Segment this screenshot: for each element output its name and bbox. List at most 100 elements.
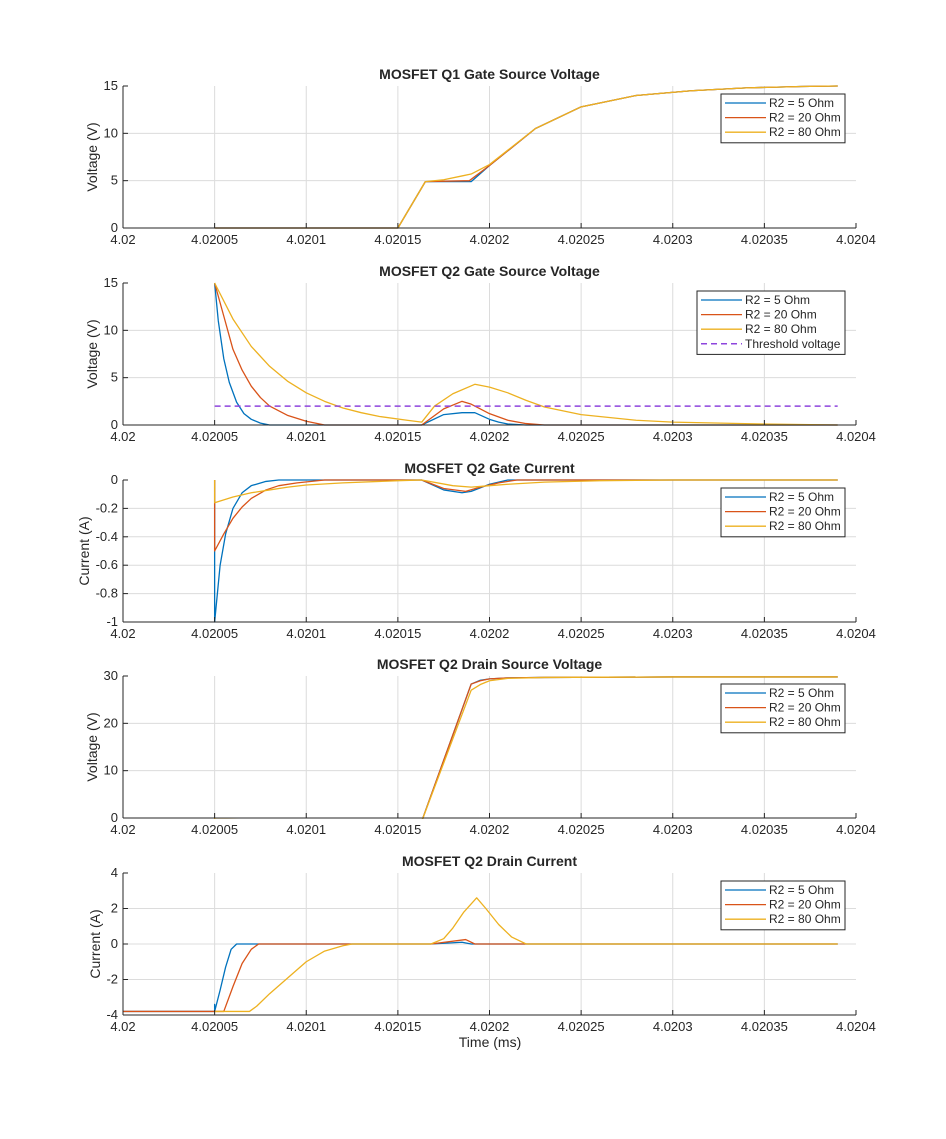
legend-entry: R2 = 20 Ohm [769, 898, 841, 912]
series-group [213, 676, 838, 819]
legend-entry: R2 = 20 Ohm [745, 308, 817, 322]
x-tick-label: 4.0202 [470, 429, 510, 444]
x-tick-label: 4.0203 [653, 626, 693, 641]
chart-title: MOSFET Q2 Gate Source Voltage [379, 263, 600, 279]
y-axis-label: Current (A) [76, 516, 92, 585]
legend-entry: R2 = 80 Ohm [769, 912, 841, 926]
y-tick-label: -0.6 [96, 557, 118, 572]
y-tick-label: 0 [111, 810, 118, 825]
series-line-3 [213, 676, 838, 819]
y-tick-label: -0.8 [96, 586, 118, 601]
y-axis-label: Voltage (V) [84, 319, 100, 388]
legend-entry: R2 = 5 Ohm [745, 293, 810, 307]
legend-box [720, 880, 846, 931]
x-tick-label: 4.0201 [286, 232, 326, 247]
series-line-2 [123, 938, 838, 1013]
x-tick-label: 4.02025 [558, 1019, 605, 1034]
y-tick-label: -0.4 [96, 529, 118, 544]
series-line-3 [214, 897, 838, 1013]
legend-entry: R2 = 20 Ohm [769, 701, 841, 715]
x-tick-label: 4.02025 [558, 626, 605, 641]
y-tick-label: -1 [106, 614, 118, 629]
series-group [214, 85, 838, 229]
x-tick-label: 4.02035 [741, 626, 788, 641]
series-group [123, 897, 838, 1013]
x-tick-label: 4.0201 [286, 1019, 326, 1034]
x-tick-label: 4.02005 [191, 626, 238, 641]
x-tick-label: 4.02 [110, 1019, 135, 1034]
x-tick-label: 4.0202 [470, 822, 510, 837]
x-tick-label: 4.02 [110, 626, 135, 641]
y-tick-label: -4 [106, 1007, 118, 1022]
chart-title: MOSFET Q1 Gate Source Voltage [379, 66, 600, 82]
subplot-2: 4.02 4.02005 4.0201 4.02015 4.0202 4.02025 4.0… [84, 263, 876, 444]
y-tick-label: 15 [104, 275, 118, 290]
y-tick-label: 4 [111, 865, 118, 880]
legend-entry: R2 = 80 Ohm [769, 519, 841, 533]
x-tick-label: 4.0204 [836, 429, 876, 444]
x-tick-label: 4.0201 [286, 429, 326, 444]
legend-entry: R2 = 20 Ohm [769, 505, 841, 519]
y-tick-label: 15 [104, 78, 118, 93]
x-tick-label: 4.02005 [191, 1019, 238, 1034]
y-tick-label: 0 [111, 220, 118, 235]
y-tick-label: 5 [111, 173, 118, 188]
y-tick-label: 20 [104, 715, 118, 730]
series-line-3 [214, 282, 838, 426]
chart-title: MOSFET Q2 Drain Current [402, 853, 577, 869]
x-tick-label: 4.0201 [286, 626, 326, 641]
legend-entry: R2 = 5 Ohm [769, 490, 834, 504]
x-tick-label: 4.02025 [558, 822, 605, 837]
x-tick-label: 4.02015 [374, 429, 421, 444]
legend-box [720, 683, 846, 734]
x-tick-label: 4.0204 [836, 232, 876, 247]
y-axis-label: Voltage (V) [84, 712, 100, 781]
legend-box [720, 487, 846, 538]
x-tick-label: 4.02035 [741, 232, 788, 247]
x-tick-label: 4.02035 [741, 1019, 788, 1034]
x-tick-label: 4.02015 [374, 232, 421, 247]
legend-entry: R2 = 5 Ohm [769, 96, 834, 110]
legend-entry: R2 = 5 Ohm [769, 883, 834, 897]
x-tick-label: 4.0204 [836, 626, 876, 641]
x-tick-label: 4.02015 [374, 1019, 421, 1034]
y-tick-label: 10 [104, 322, 118, 337]
x-tick-label: 4.02035 [741, 822, 788, 837]
series-line-3 [213, 479, 838, 504]
y-axis-label: Current (A) [87, 909, 103, 978]
y-tick-label: 10 [104, 763, 118, 778]
x-tick-label: 4.02 [110, 822, 135, 837]
legend-entry: R2 = 80 Ohm [769, 715, 841, 729]
x-axis-label: Time (ms) [459, 1034, 521, 1050]
x-tick-label: 4.0203 [653, 822, 693, 837]
x-tick-label: 4.02005 [191, 822, 238, 837]
legend-entry: Threshold voltage [745, 337, 841, 351]
series-line-3 [214, 85, 838, 229]
x-tick-label: 4.0203 [653, 429, 693, 444]
x-tick-label: 4.0204 [836, 1019, 876, 1034]
legend-entry: R2 = 80 Ohm [745, 322, 817, 336]
subplot-1: 4.02 4.02005 4.0201 4.02015 4.0202 4.02025 4.0… [84, 66, 876, 247]
y-tick-label: 2 [111, 901, 118, 916]
x-tick-label: 4.0203 [653, 1019, 693, 1034]
x-tick-label: 4.02025 [558, 232, 605, 247]
legend-entry: R2 = 5 Ohm [769, 686, 834, 700]
x-tick-label: 4.02 [110, 232, 135, 247]
x-tick-label: 4.02005 [191, 429, 238, 444]
x-tick-label: 4.0203 [653, 232, 693, 247]
x-tick-label: 4.0201 [286, 822, 326, 837]
y-axis-label: Voltage (V) [84, 122, 100, 191]
x-tick-label: 4.0204 [836, 822, 876, 837]
x-tick-label: 4.02 [110, 429, 135, 444]
x-tick-label: 4.02015 [374, 822, 421, 837]
series-line-1 [123, 941, 838, 1013]
y-tick-label: 10 [104, 125, 118, 140]
x-tick-label: 4.02035 [741, 429, 788, 444]
chart-title: MOSFET Q2 Gate Current [404, 460, 575, 476]
series-group [213, 479, 838, 623]
subplot-4: 4.02 4.02005 4.0201 4.02015 4.0202 4.02025 4.0… [84, 656, 876, 837]
